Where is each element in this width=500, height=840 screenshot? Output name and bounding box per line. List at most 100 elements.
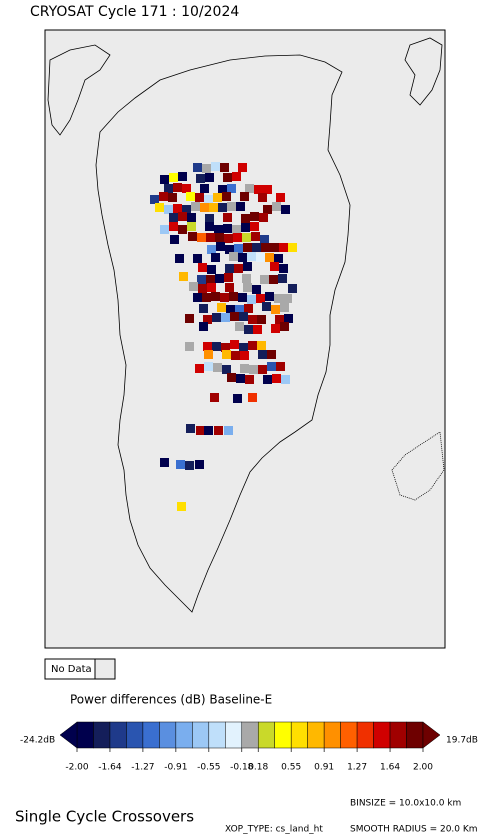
colorbar-box bbox=[76, 721, 94, 749]
bin bbox=[175, 254, 184, 263]
bin bbox=[185, 461, 194, 470]
bin bbox=[230, 312, 239, 321]
bin bbox=[250, 222, 259, 231]
bin bbox=[229, 292, 238, 301]
coastlines bbox=[47, 37, 445, 613]
bin bbox=[223, 213, 232, 222]
bin bbox=[169, 213, 178, 222]
bin bbox=[242, 274, 251, 283]
bin bbox=[164, 184, 173, 193]
bin bbox=[178, 212, 187, 221]
bin bbox=[173, 204, 182, 213]
bin bbox=[272, 374, 281, 383]
bin bbox=[198, 263, 207, 272]
bin bbox=[280, 303, 289, 312]
bin bbox=[283, 294, 292, 303]
bin bbox=[214, 426, 223, 435]
bin bbox=[241, 223, 250, 232]
no-data-swatch bbox=[94, 658, 116, 680]
bin bbox=[270, 262, 279, 271]
bin bbox=[251, 232, 260, 241]
bin bbox=[247, 295, 256, 304]
colorbar-box bbox=[307, 721, 325, 749]
bin bbox=[259, 213, 268, 222]
bin bbox=[205, 222, 214, 231]
bin bbox=[196, 174, 205, 183]
bin bbox=[236, 202, 245, 211]
bin bbox=[232, 172, 241, 181]
no-data-label: No Data bbox=[51, 664, 92, 675]
colorbar-box bbox=[93, 721, 111, 749]
colorbar-box bbox=[159, 721, 177, 749]
bin bbox=[221, 313, 230, 322]
bin bbox=[199, 322, 208, 331]
under-triangle bbox=[59, 721, 78, 749]
bin bbox=[243, 283, 252, 292]
bin bbox=[265, 292, 274, 301]
bin bbox=[216, 242, 225, 251]
bin bbox=[225, 264, 234, 273]
over-triangle bbox=[422, 721, 441, 749]
bin bbox=[217, 303, 226, 312]
bin bbox=[212, 313, 221, 322]
bin bbox=[223, 173, 232, 182]
bin bbox=[199, 304, 208, 313]
bin bbox=[193, 254, 202, 263]
bin bbox=[236, 374, 245, 383]
svalbard-coast bbox=[404, 37, 443, 106]
bin bbox=[252, 285, 261, 294]
colorbar-tick-label: -0.91 bbox=[164, 763, 187, 773]
bin bbox=[204, 350, 213, 359]
bin bbox=[197, 233, 206, 242]
bin bbox=[248, 315, 257, 324]
bin bbox=[185, 342, 194, 351]
bin bbox=[240, 364, 249, 373]
bin bbox=[224, 426, 233, 435]
bin bbox=[269, 275, 278, 284]
bin bbox=[270, 243, 279, 252]
bin bbox=[177, 502, 186, 511]
bin bbox=[218, 203, 227, 212]
bin bbox=[253, 325, 262, 334]
bin bbox=[198, 284, 207, 293]
bin bbox=[248, 393, 257, 402]
binsize: BINSIZE = 10.0x10.0 km bbox=[350, 799, 461, 809]
bin bbox=[185, 314, 194, 323]
bin bbox=[206, 275, 215, 284]
colorbar-box bbox=[340, 721, 358, 749]
bin bbox=[274, 294, 283, 303]
bin bbox=[274, 254, 283, 263]
bin bbox=[193, 293, 202, 302]
colorbar-tick-label: 2.00 bbox=[413, 763, 433, 773]
bin bbox=[188, 232, 197, 241]
bin bbox=[256, 253, 265, 262]
greenland-coast bbox=[95, 54, 351, 613]
bin bbox=[218, 185, 227, 194]
bin bbox=[281, 375, 290, 384]
colorbar-box bbox=[192, 721, 210, 749]
footer-title: Single Cycle Crossovers bbox=[15, 808, 194, 826]
bin bbox=[204, 426, 213, 435]
bin bbox=[227, 184, 236, 193]
colorbar-box bbox=[241, 721, 259, 749]
bin bbox=[195, 364, 204, 373]
colorbar-box bbox=[142, 721, 160, 749]
bin bbox=[252, 243, 261, 252]
bin bbox=[245, 184, 254, 193]
bin bbox=[263, 375, 272, 384]
bin bbox=[288, 284, 297, 293]
colorbar-box bbox=[406, 721, 424, 749]
bin bbox=[272, 202, 281, 211]
bin bbox=[265, 253, 274, 262]
bin bbox=[182, 184, 191, 193]
bin bbox=[258, 193, 267, 202]
bin bbox=[160, 225, 169, 234]
bin bbox=[159, 192, 168, 201]
bin bbox=[271, 305, 280, 314]
bin bbox=[238, 293, 247, 302]
bin bbox=[260, 275, 269, 284]
colorbar-box bbox=[109, 721, 127, 749]
colorbar: -2.00 -1.64 -1.27 -0.91 -0.55 -0.180.18 0.55 0.… bbox=[59, 721, 441, 773]
bin bbox=[220, 293, 229, 302]
colorbar-box bbox=[126, 721, 144, 749]
